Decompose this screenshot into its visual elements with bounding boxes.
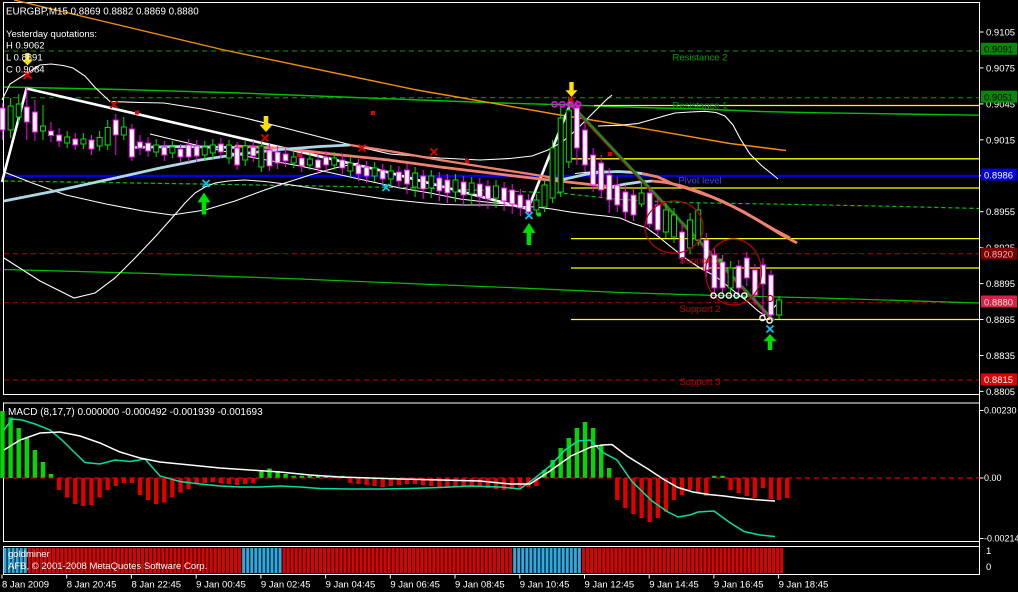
svg-text:EURGBP,M15 0.8869 0.8882 0.88: EURGBP,M15 0.8869 0.8882 0.8869 0.8880 xyxy=(6,7,199,18)
svg-text:9 Jan 04:45: 9 Jan 04:45 xyxy=(326,580,376,591)
svg-text:0.9105: 0.9105 xyxy=(986,28,1015,39)
svg-text:MACD (8,17,7) 0.000000 -0.000: MACD (8,17,7) 0.000000 -0.000492 -0.0019… xyxy=(8,407,263,418)
svg-text:0.8865: 0.8865 xyxy=(986,315,1015,326)
svg-text:H 0.9062: H 0.9062 xyxy=(6,41,45,52)
svg-text:9 Jan 08:45: 9 Jan 08:45 xyxy=(455,580,505,591)
svg-text:9 Jan 18:45: 9 Jan 18:45 xyxy=(779,580,829,591)
svg-text:L 0.8891: L 0.8891 xyxy=(6,53,43,64)
svg-text:0.9045: 0.9045 xyxy=(986,99,1015,110)
svg-text:C 0.9084: C 0.9084 xyxy=(6,65,45,76)
svg-text:8 Jan 22:45: 8 Jan 22:45 xyxy=(131,580,181,591)
svg-text:0: 0 xyxy=(986,562,991,573)
svg-text:9 Jan 12:45: 9 Jan 12:45 xyxy=(584,580,634,591)
svg-text:0.8986: 0.8986 xyxy=(984,170,1013,181)
svg-text:9 Jan 06:45: 9 Jan 06:45 xyxy=(390,580,440,591)
svg-text:Yesterday quotations:: Yesterday quotations: xyxy=(6,29,97,40)
svg-text:9 Jan 02:45: 9 Jan 02:45 xyxy=(261,580,311,591)
svg-text:0.9051: 0.9051 xyxy=(984,92,1013,103)
svg-text:0.8880: 0.8880 xyxy=(984,297,1013,308)
svg-text:9 Jan 10:45: 9 Jan 10:45 xyxy=(520,580,570,591)
svg-text:0.9015: 0.9015 xyxy=(986,135,1015,146)
svg-text:0.9091: 0.9091 xyxy=(984,45,1013,56)
svg-text:goldminer: goldminer xyxy=(8,549,50,560)
svg-text:AFB, © 2001-2008 MetaQuotes So: AFB, © 2001-2008 MetaQuotes Software Cor… xyxy=(8,561,207,572)
svg-text:Resistance 2: Resistance 2 xyxy=(673,53,728,64)
svg-text:0.00230: 0.00230 xyxy=(984,406,1017,416)
svg-text:0.8895: 0.8895 xyxy=(986,279,1015,290)
svg-text:9 Jan 16:45: 9 Jan 16:45 xyxy=(714,580,764,591)
svg-text:-0.00214: -0.00214 xyxy=(984,534,1018,544)
svg-text:Resistance 1: Resistance 1 xyxy=(673,101,728,112)
svg-text:0.00: 0.00 xyxy=(984,473,1002,483)
svg-text:0.8815: 0.8815 xyxy=(984,375,1013,386)
svg-text:0.8955: 0.8955 xyxy=(986,207,1015,218)
svg-text:0.8920: 0.8920 xyxy=(984,249,1013,260)
svg-text:9 Jan 00:45: 9 Jan 00:45 xyxy=(196,580,246,591)
svg-text:1: 1 xyxy=(986,546,991,557)
svg-text:8 Jan 20:45: 8 Jan 20:45 xyxy=(67,580,117,591)
svg-text:Support 2: Support 2 xyxy=(679,304,720,315)
svg-text:0.8805: 0.8805 xyxy=(986,387,1015,398)
svg-text:8 Jan 2009: 8 Jan 2009 xyxy=(2,580,49,591)
svg-text:Support 1: Support 1 xyxy=(679,256,720,267)
svg-text:0.9075: 0.9075 xyxy=(986,63,1015,74)
svg-text:9 Jan 14:45: 9 Jan 14:45 xyxy=(649,580,699,591)
svg-text:Support 3: Support 3 xyxy=(679,377,720,388)
svg-text:0.8835: 0.8835 xyxy=(986,351,1015,362)
svg-text:Pivot level: Pivot level xyxy=(678,176,721,187)
